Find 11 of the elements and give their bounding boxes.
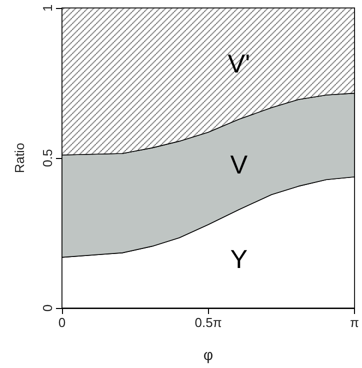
y-tick-label: 1 (40, 4, 55, 12)
y-tick-label: 0 (40, 304, 55, 312)
x-tick-label: 0 (58, 315, 66, 330)
y-tick-label: 0.5 (40, 148, 55, 168)
series-label: V (230, 149, 248, 180)
x-tick-label: π (350, 315, 360, 330)
x-tick-label: 0.5π (194, 315, 222, 330)
y-axis-title: Ratio (12, 142, 27, 174)
series-label: Y (230, 244, 248, 274)
x-axis-title: φ (203, 347, 214, 364)
series-label: V' (228, 48, 250, 79)
